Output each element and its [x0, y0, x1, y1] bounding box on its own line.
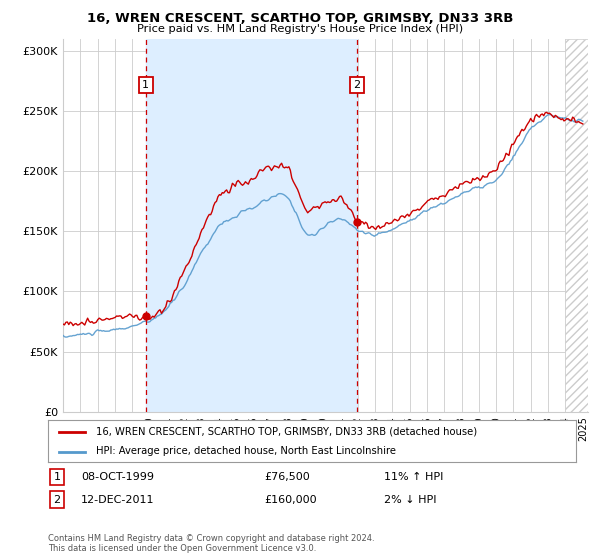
- Text: 08-OCT-1999: 08-OCT-1999: [81, 472, 154, 482]
- Text: 1: 1: [142, 80, 149, 90]
- Bar: [565, 39, 588, 412]
- Bar: [146, 39, 356, 412]
- Text: 16, WREN CRESCENT, SCARTHO TOP, GRIMSBY, DN33 3RB: 16, WREN CRESCENT, SCARTHO TOP, GRIMSBY,…: [87, 12, 513, 25]
- Text: HPI: Average price, detached house, North East Lincolnshire: HPI: Average price, detached house, Nort…: [95, 446, 395, 456]
- Text: 2: 2: [53, 494, 61, 505]
- Text: 12-DEC-2011: 12-DEC-2011: [81, 494, 155, 505]
- Text: 2: 2: [353, 80, 360, 90]
- Text: 16, WREN CRESCENT, SCARTHO TOP, GRIMSBY, DN33 3RB (detached house): 16, WREN CRESCENT, SCARTHO TOP, GRIMSBY,…: [95, 427, 476, 437]
- Text: 11% ↑ HPI: 11% ↑ HPI: [384, 472, 443, 482]
- Text: Price paid vs. HM Land Registry's House Price Index (HPI): Price paid vs. HM Land Registry's House …: [137, 24, 463, 34]
- Text: £76,500: £76,500: [264, 472, 310, 482]
- Text: 1: 1: [53, 472, 61, 482]
- Text: £160,000: £160,000: [264, 494, 317, 505]
- Text: 2% ↓ HPI: 2% ↓ HPI: [384, 494, 437, 505]
- Text: Contains HM Land Registry data © Crown copyright and database right 2024.
This d: Contains HM Land Registry data © Crown c…: [48, 534, 374, 553]
